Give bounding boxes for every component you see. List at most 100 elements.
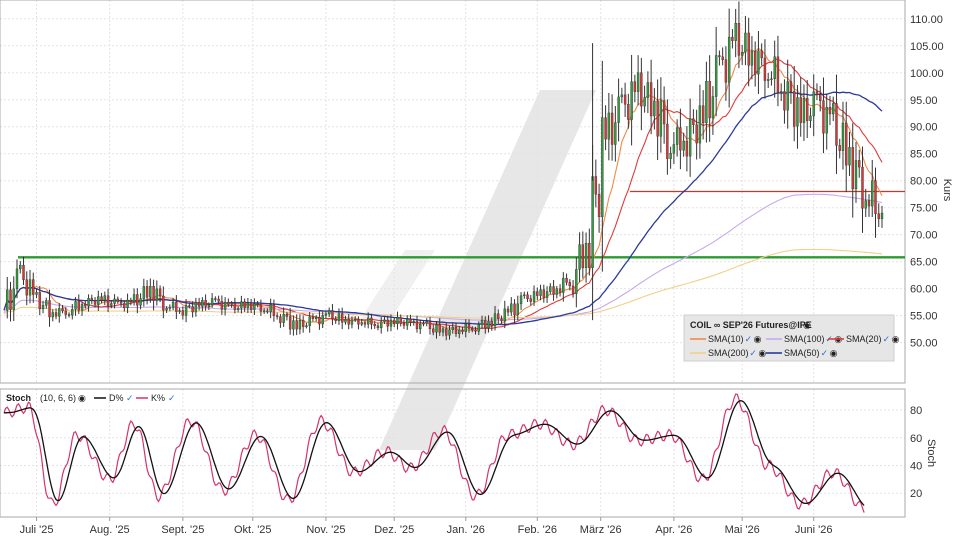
candle-body bbox=[197, 302, 201, 307]
candle-body bbox=[35, 292, 38, 295]
price-tick-label: 90.00 bbox=[910, 122, 938, 134]
legend-globe-icon[interactable]: ◉ bbox=[830, 348, 838, 358]
candle-body bbox=[240, 301, 243, 309]
candle-body bbox=[350, 319, 354, 325]
candle-body bbox=[402, 323, 406, 326]
candle-body bbox=[750, 51, 754, 66]
candle-body bbox=[646, 82, 650, 98]
x-tick-label: Feb. '26 bbox=[518, 524, 557, 536]
candle-body bbox=[311, 316, 315, 319]
legend-entry-label: SMA(100) bbox=[784, 334, 825, 344]
candle-body bbox=[438, 324, 441, 333]
candle-body bbox=[51, 312, 54, 318]
candle-body bbox=[711, 96, 715, 119]
candle-body bbox=[737, 23, 741, 56]
candle-body bbox=[139, 298, 142, 306]
candle-body bbox=[757, 50, 760, 75]
candle-body bbox=[324, 313, 328, 316]
candle-body bbox=[445, 328, 448, 336]
price-legend-globe-icon[interactable]: ◉ bbox=[803, 320, 811, 330]
candle-body bbox=[594, 176, 598, 195]
legend-check[interactable]: ✓ bbox=[745, 334, 753, 344]
candle-body bbox=[58, 308, 61, 317]
candle-body bbox=[861, 166, 864, 209]
x-tick-label: Juli '25 bbox=[20, 524, 54, 536]
x-tick-label: Mai '26 bbox=[725, 524, 760, 536]
candle-body bbox=[93, 300, 97, 305]
stoch-tick-label: 80 bbox=[910, 405, 922, 417]
price-tick-label: 80.00 bbox=[910, 176, 938, 188]
candle-body bbox=[500, 318, 503, 322]
legend-check[interactable]: ✓ bbox=[749, 348, 757, 358]
price-tick-label: 55.00 bbox=[910, 311, 938, 323]
candle-body bbox=[97, 296, 100, 305]
legend-entry-label: SMA(200) bbox=[708, 348, 749, 358]
candle-body bbox=[734, 23, 737, 41]
candle-body bbox=[698, 105, 702, 144]
candle-body bbox=[620, 94, 624, 98]
candle-body bbox=[760, 50, 763, 59]
candle-body bbox=[675, 127, 679, 145]
candle-body bbox=[295, 320, 298, 330]
candle-body bbox=[204, 299, 207, 307]
candle-body bbox=[327, 310, 331, 315]
candle-body bbox=[409, 318, 412, 323]
candle-body bbox=[630, 81, 633, 120]
stoch-legend: Stoch (10, 6, 6) ◉ D% ✓ K% ✓ bbox=[6, 393, 176, 403]
candle-body bbox=[230, 303, 233, 305]
candle-body bbox=[766, 79, 770, 81]
x-tick-label: Apr. '26 bbox=[655, 524, 692, 536]
candle-body bbox=[396, 317, 399, 325]
candle-body bbox=[721, 56, 724, 60]
candle-body bbox=[236, 307, 240, 310]
price-y-axis-title: Kurs bbox=[941, 179, 953, 202]
sma-line bbox=[3, 193, 883, 321]
stoch-panel bbox=[0, 388, 906, 518]
candle-body bbox=[864, 200, 867, 209]
candle-body bbox=[828, 107, 832, 115]
candle-body bbox=[591, 176, 594, 268]
candle-body bbox=[6, 289, 9, 311]
candle-body bbox=[48, 300, 51, 318]
candle-body bbox=[178, 310, 181, 312]
legend-check[interactable]: ✓ bbox=[821, 348, 829, 358]
legend-check[interactable]: ✓ bbox=[883, 334, 891, 344]
x-tick-label: März '26 bbox=[580, 524, 622, 536]
stoch-legend-k-check[interactable]: ✓ bbox=[168, 393, 176, 403]
candle-body bbox=[54, 312, 58, 317]
candle-body bbox=[640, 72, 643, 107]
candle-body bbox=[806, 97, 809, 121]
candle-body bbox=[568, 282, 572, 287]
candle-body bbox=[246, 302, 250, 309]
candle-body bbox=[688, 118, 692, 157]
candle-body bbox=[497, 313, 500, 319]
stoch-legend-params: (10, 6, 6) bbox=[40, 393, 76, 403]
candle-body bbox=[510, 303, 513, 313]
candle-body bbox=[464, 323, 467, 332]
candle-body bbox=[184, 305, 188, 316]
candle-body bbox=[194, 302, 198, 313]
candle-body bbox=[145, 286, 149, 298]
candle-body bbox=[731, 36, 734, 41]
candle-body bbox=[132, 294, 136, 303]
stoch-legend-globe-icon[interactable]: ◉ bbox=[78, 393, 86, 403]
candle-body bbox=[45, 300, 48, 306]
candle-body bbox=[480, 320, 484, 325]
candle-body bbox=[41, 305, 45, 310]
stoch-legend-d-check[interactable]: ✓ bbox=[126, 393, 134, 403]
candle-body bbox=[747, 32, 750, 66]
candle-body bbox=[838, 145, 841, 151]
candle-body bbox=[370, 317, 373, 325]
candle-body bbox=[656, 100, 659, 137]
legend-globe-icon[interactable]: ◉ bbox=[758, 348, 766, 358]
candle-body bbox=[262, 310, 266, 312]
x-tick-label: Dez. '25 bbox=[374, 524, 414, 536]
candle-body bbox=[555, 288, 559, 295]
legend-globe-icon[interactable]: ◉ bbox=[754, 334, 762, 344]
stoch-y-axis-title: Stoch bbox=[925, 439, 937, 467]
candle-body bbox=[347, 318, 350, 325]
x-tick-label: Nov. '25 bbox=[306, 524, 345, 536]
legend-globe-icon[interactable]: ◉ bbox=[892, 334, 900, 344]
candle-body bbox=[292, 320, 295, 330]
candle-body bbox=[503, 308, 506, 322]
